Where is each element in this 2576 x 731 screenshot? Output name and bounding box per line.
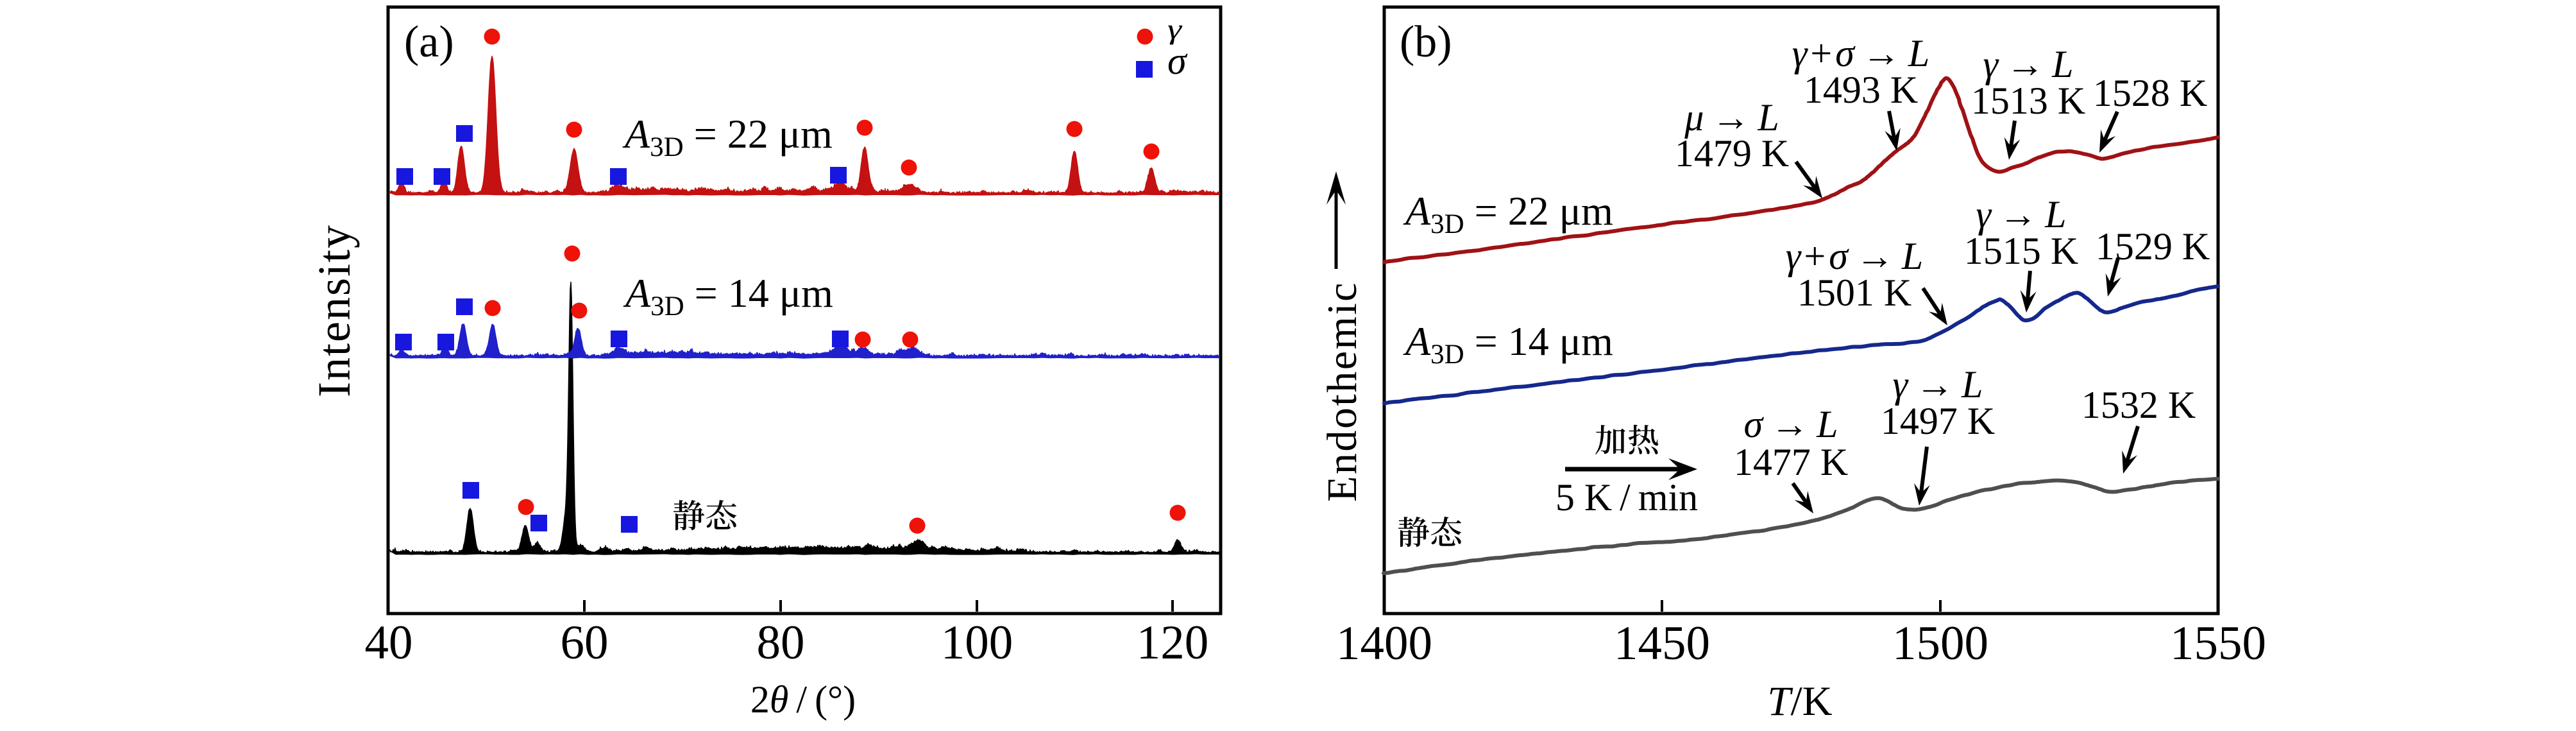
svg-text:A3D = 14 μm: A3D = 14 μm [623, 270, 833, 322]
svg-text:γ: γ [1167, 13, 1183, 44]
svg-text:1515 K: 1515 K [1964, 230, 2078, 272]
svg-text:1500: 1500 [1892, 617, 1988, 670]
svg-text:1450: 1450 [1614, 617, 1710, 670]
svg-text:1532 K: 1532 K [2081, 384, 2196, 426]
svg-text:A3D = 14 μm: A3D = 14 μm [1403, 318, 1613, 370]
svg-text:T/K: T/K [1767, 678, 1832, 725]
svg-text:1513 K: 1513 K [1971, 80, 2085, 122]
svg-text:1479 K: 1479 K [1675, 132, 1789, 175]
svg-text:1493 K: 1493 K [1804, 69, 1918, 111]
svg-text:γ + σ → L: γ + σ → L [1792, 32, 1930, 74]
svg-text:5 K / min: 5 K / min [1555, 476, 1698, 519]
svg-text:100: 100 [941, 616, 1013, 669]
svg-text:σ: σ [1167, 40, 1188, 82]
svg-text:(b): (b) [1400, 17, 1452, 67]
svg-text:120: 120 [1137, 616, 1209, 669]
svg-text:μ → L: μ → L [1684, 96, 1779, 139]
svg-text:A3D = 22 μm: A3D = 22 μm [622, 111, 833, 162]
svg-text:γ → L: γ → L [1983, 43, 2073, 85]
svg-text:γ → L: γ → L [1976, 193, 2066, 236]
svg-text:Endothemic: Endothemic [1319, 281, 1366, 502]
svg-text:γ → L: γ → L [1892, 363, 1983, 406]
svg-text:1497 K: 1497 K [1881, 400, 1995, 442]
svg-text:1477 K: 1477 K [1734, 441, 1848, 483]
svg-text:1400: 1400 [1336, 617, 1432, 670]
svg-text:2θ / (°): 2θ / (°) [750, 678, 856, 721]
svg-text:80: 80 [757, 616, 805, 669]
svg-text:40: 40 [365, 616, 413, 669]
svg-text:(a): (a) [404, 17, 454, 67]
svg-text:σ → L: σ → L [1744, 403, 1838, 445]
svg-text:1528 K: 1528 K [2093, 72, 2207, 114]
svg-text:Intensity: Intensity [309, 224, 360, 397]
svg-text:60: 60 [561, 616, 609, 669]
svg-text:A3D = 22 μm: A3D = 22 μm [1403, 188, 1613, 239]
svg-text:1550: 1550 [2170, 617, 2266, 670]
svg-text:1529 K: 1529 K [2096, 225, 2210, 268]
svg-text:γ + σ → L: γ + σ → L [1786, 235, 1924, 277]
svg-text:1501 K: 1501 K [1797, 271, 1911, 314]
